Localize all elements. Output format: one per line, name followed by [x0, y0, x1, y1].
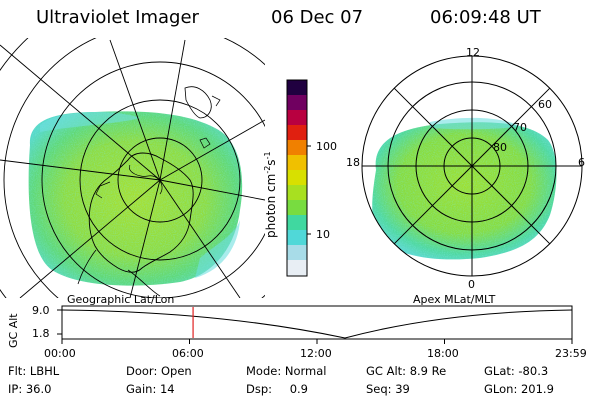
- mlat-label-80: 80: [493, 141, 507, 154]
- mlt-label-18: 18: [346, 156, 360, 169]
- mlat-label-70: 70: [513, 121, 527, 134]
- info-glat: GLat: -80.3: [484, 364, 549, 378]
- info-ip: IP: 36.0: [8, 382, 52, 396]
- altitude-xtick-2359: 23:59: [555, 347, 587, 360]
- altitude-ytick-low: 1.8: [32, 327, 50, 340]
- altitude-ylabel: GC Alt: [7, 313, 20, 348]
- info-seq: Seq: 39: [366, 382, 410, 396]
- geographic-caption: Geographic Lat/Lon: [67, 293, 175, 306]
- info-glon: GLon: 201.9: [484, 382, 554, 396]
- colorbar-tick-100: 100: [316, 140, 337, 153]
- altitude-ytick-high: 9.0: [32, 304, 50, 317]
- altitude-xtick-1200: 12:00: [300, 347, 332, 360]
- info-gc-alt: GC Alt: 8.9 Re: [366, 364, 447, 378]
- info-filter: Flt: LBHL: [8, 364, 60, 378]
- info-gain: Gain: 14: [126, 382, 175, 396]
- altitude-xtick-0600: 06:00: [172, 347, 204, 360]
- time-label: 06:09:48 UT: [430, 7, 541, 28]
- geographic-map: [0, 38, 265, 298]
- info-dsp: Dsp: 0.9: [246, 382, 308, 396]
- colorbar: [286, 79, 311, 277]
- colorbar-unit-label: photon cm-2s-1: [263, 151, 278, 238]
- altitude-xtick-1800: 18:00: [427, 347, 459, 360]
- magnetic-polar-map: [361, 55, 583, 277]
- apex-caption: Apex MLat/MLT: [413, 293, 496, 306]
- instrument-title: Ultraviolet Imager: [36, 7, 199, 28]
- mlat-label-60: 60: [538, 98, 552, 111]
- info-door: Door: Open: [126, 364, 192, 378]
- colorbar-tick-10: 10: [316, 228, 330, 241]
- info-mode: Mode: Normal: [246, 364, 327, 378]
- altitude-xtick-0000: 00:00: [44, 347, 76, 360]
- date-label: 06 Dec 07: [271, 7, 364, 28]
- mlt-label-0: 0: [468, 278, 475, 291]
- mlt-label-6: 6: [578, 156, 585, 169]
- mlt-label-12: 12: [466, 46, 480, 59]
- altitude-plot: [57, 305, 573, 344]
